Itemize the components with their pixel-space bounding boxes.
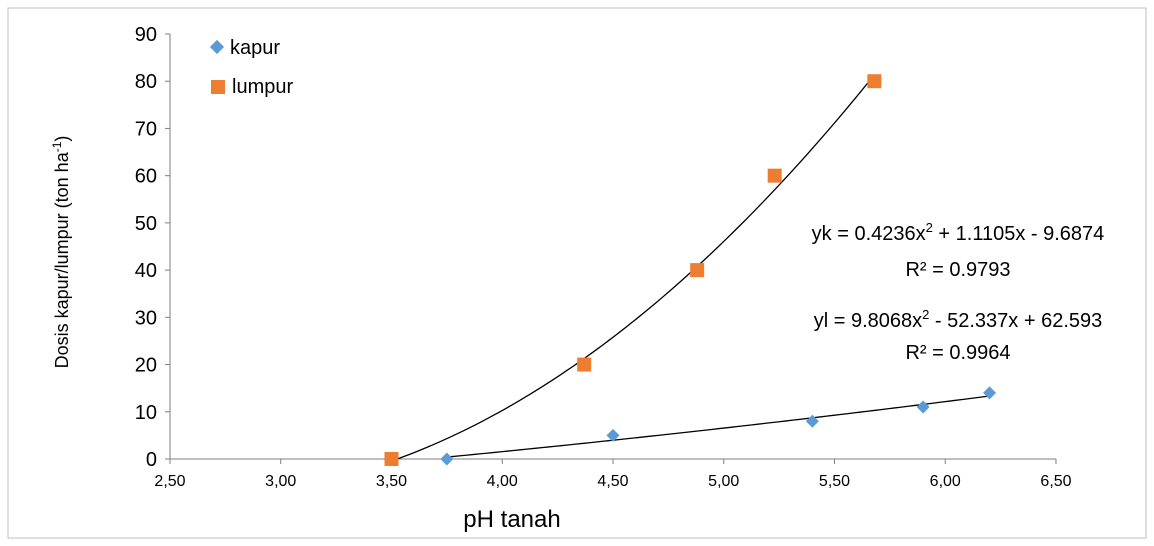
equation-kapur-sup: 2 [926, 220, 933, 235]
x-tick-label: 4,00 [487, 473, 518, 490]
x-tick-label: 6,50 [1040, 473, 1071, 490]
point-kapur [916, 400, 930, 414]
y-tick-label: 60 [135, 166, 157, 188]
legend-marker-lumpur [211, 80, 225, 94]
legend-label-lumpur: lumpur [232, 76, 293, 98]
r-squared-lumpur: R² = 0.9964 [905, 342, 1010, 364]
x-tick-label: 5,00 [708, 473, 739, 490]
equation-kapur-main: yk = 0.4236x [812, 223, 926, 245]
y-tick-label: 20 [135, 355, 157, 377]
y-tick-label: 40 [135, 260, 157, 282]
equation-lumpur-main: yl = 9.8068x [814, 310, 922, 332]
x-tick-label: 5,50 [819, 473, 850, 490]
trendline-lumpur [391, 74, 875, 462]
x-tick-label: 6,00 [930, 473, 961, 490]
x-tick-label: 2,50 [154, 473, 185, 490]
point-lumpur [384, 452, 399, 466]
point-kapur [606, 428, 620, 442]
point-kapur [805, 414, 819, 428]
y-axis-title: Dosis kapur/lumpur (ton ha-1) [50, 136, 72, 369]
axes: 0 10 20 30 40 50 60 70 80 90 2,50 3,00 3,50 4,00 4,50 5… [135, 24, 1072, 490]
point-lumpur [690, 263, 705, 278]
y-axis-title-sup: -1 [50, 141, 64, 152]
y-tick-label: 10 [135, 402, 157, 424]
y-tick-label: 80 [135, 71, 157, 93]
point-lumpur [767, 168, 782, 183]
x-tick-label: 3,00 [265, 473, 296, 490]
equation-kapur-rest: + 1.1105x - 9.6874 [933, 223, 1104, 245]
legend-label-kapur: kapur [230, 37, 280, 59]
chart-border [7, 7, 1147, 539]
equation-kapur: yk = 0.4236x2 + 1.1105x - 9.6874 [812, 220, 1105, 245]
y-tick-label: 70 [135, 118, 157, 140]
data-points [384, 74, 997, 466]
y-tick-label: 90 [135, 24, 157, 46]
y-tick-label: 30 [135, 307, 157, 329]
y-axis-title-main: Dosis kapur/lumpur (ton ha [52, 151, 72, 368]
y-tick-label: 0 [146, 449, 157, 471]
trendlines [391, 74, 990, 462]
trendline-kapur [446, 395, 990, 458]
equation-lumpur-sup: 2 [922, 307, 929, 322]
x-axis-title: pH tanah [463, 506, 560, 533]
x-tick-label: 3,50 [376, 473, 407, 490]
x-tick-label: 4,50 [597, 473, 628, 490]
y-tick-label: 50 [135, 213, 157, 235]
point-kapur [983, 386, 997, 400]
point-kapur [440, 452, 454, 466]
y-axis-title-end: ) [52, 136, 72, 142]
equation-lumpur: yl = 9.8068x2 - 52.337x + 62.593 [814, 307, 1103, 332]
point-lumpur [577, 357, 592, 372]
r-squared-kapur: R² = 0.9793 [905, 259, 1010, 281]
point-lumpur [867, 74, 882, 89]
equation-lumpur-rest: - 52.337x + 62.593 [929, 310, 1102, 332]
legend: kapur lumpur [209, 37, 293, 98]
